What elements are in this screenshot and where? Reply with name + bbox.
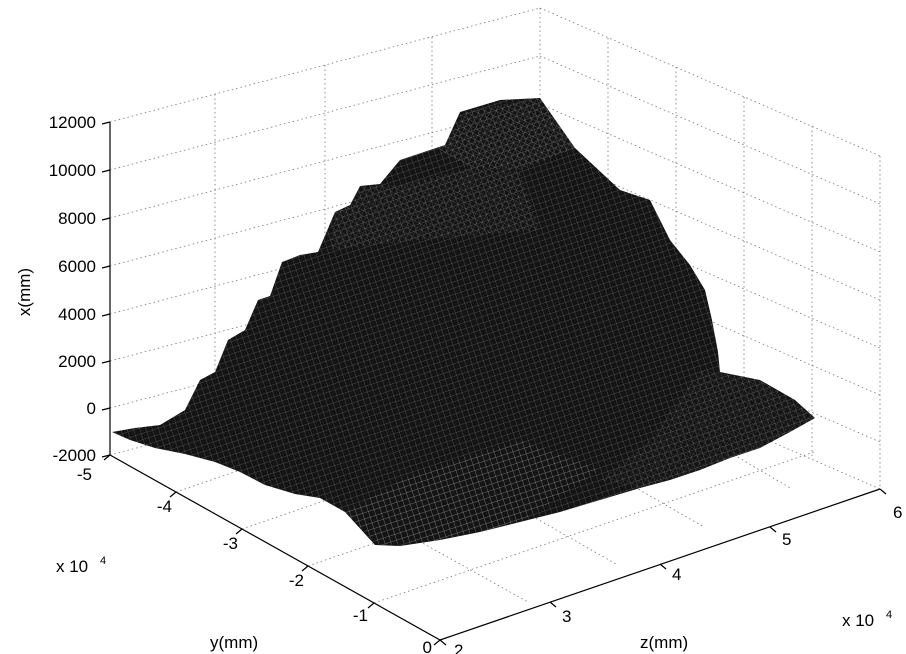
y-tick-label: 0 bbox=[423, 638, 432, 654]
y-axis-label: y(mm) bbox=[210, 633, 258, 652]
y-tick-label: -2 bbox=[289, 571, 304, 590]
x-multiplier-text: x 10 bbox=[842, 611, 874, 630]
y-multiplier-text: x 10 bbox=[56, 557, 88, 576]
x-multiplier: x 10 4 bbox=[842, 609, 892, 630]
y-tick-label: -1 bbox=[353, 606, 368, 625]
z-tick-label: 0 bbox=[87, 399, 96, 418]
y-multiplier: x 10 4 bbox=[56, 555, 106, 576]
x-axis-label: z(mm) bbox=[640, 633, 688, 652]
x-tick-label: 3 bbox=[562, 607, 571, 626]
x-axis-ticks: 2 3 4 5 6 bbox=[454, 503, 902, 654]
z-tick-label: 4000 bbox=[58, 305, 96, 324]
z-tick-label: 6000 bbox=[58, 257, 96, 276]
surface-slope-right bbox=[600, 370, 815, 488]
x-tick-label: 6 bbox=[893, 503, 902, 522]
x-multiplier-exponent: 4 bbox=[886, 609, 892, 621]
surface-mesh bbox=[112, 98, 815, 546]
vertical-axis-label: x(mm) bbox=[15, 268, 34, 316]
surface-mesh-overlay bbox=[112, 98, 815, 546]
z-tick-label: -2000 bbox=[53, 446, 96, 465]
y-axis-ticks: -5 -4 -3 -2 -1 0 bbox=[77, 465, 432, 654]
surface-plateau-mid bbox=[330, 168, 540, 250]
y-tick-label: -3 bbox=[223, 534, 238, 553]
y-tick-label: -4 bbox=[157, 497, 172, 516]
surface-foot-front bbox=[345, 440, 600, 545]
y-multiplier-exponent: 4 bbox=[100, 555, 106, 567]
axes bbox=[101, 121, 887, 646]
x-tick-label: 5 bbox=[782, 530, 791, 549]
vertical-axis-ticks: 12000 10000 8000 6000 4000 2000 0 -2000 bbox=[49, 113, 96, 465]
z-tick-label: 12000 bbox=[49, 113, 96, 132]
y-tick-label: -5 bbox=[77, 465, 92, 484]
z-tick-label: 8000 bbox=[58, 209, 96, 228]
x-tick-label: 2 bbox=[454, 641, 463, 654]
z-tick-label: 10000 bbox=[49, 161, 96, 180]
x-tick-label: 4 bbox=[672, 565, 681, 584]
z-tick-label: 2000 bbox=[58, 352, 96, 371]
surface-plateau-top bbox=[440, 98, 575, 170]
